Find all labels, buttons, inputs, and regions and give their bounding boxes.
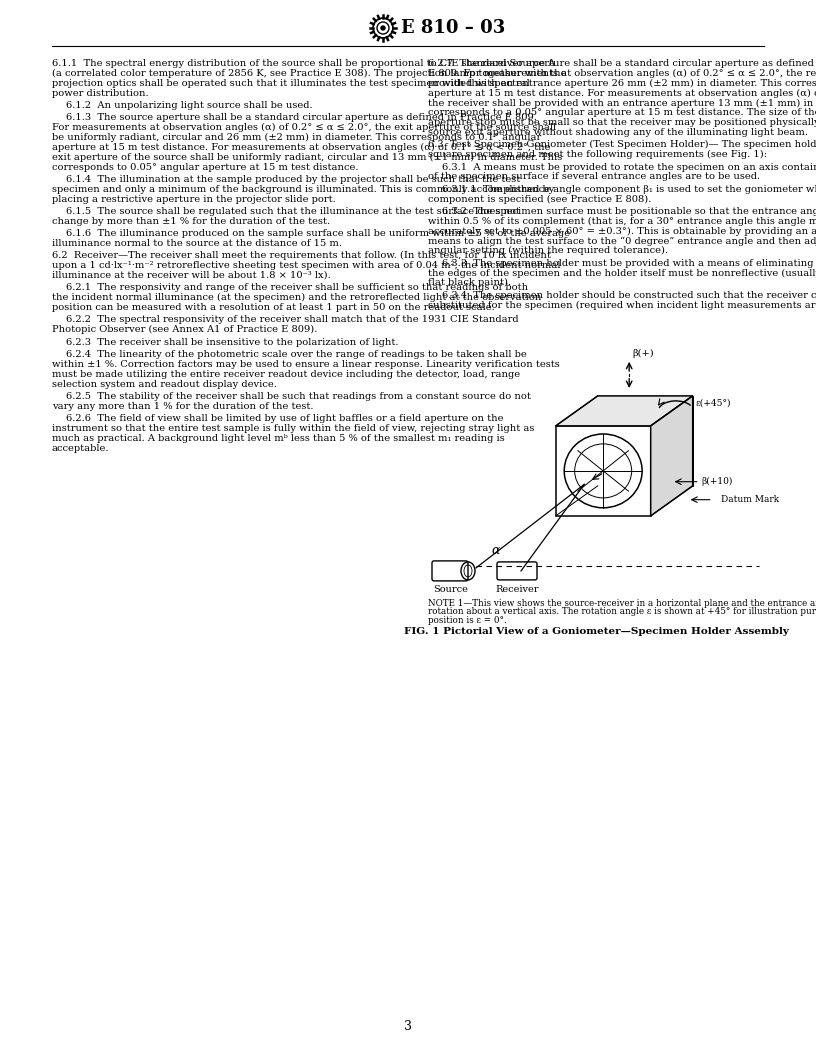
Text: specimen and only a minimum of the background is illuminated. This is commonly a: specimen and only a minimum of the backg…	[52, 185, 554, 193]
Text: 6.3.2  The specimen surface must be positionable so that the entrance angle is a: 6.3.2 The specimen surface must be posit…	[442, 207, 816, 215]
Text: 6.2.6  The field of view shall be limited by use of light baffles or a field ape: 6.2.6 The field of view shall be limited…	[66, 414, 503, 423]
Text: 6.1.2  An unpolarizing light source shall be used.: 6.1.2 An unpolarizing light source shall…	[66, 101, 313, 110]
Text: flat black paint).: flat black paint).	[428, 279, 511, 287]
Text: acceptable.: acceptable.	[52, 444, 109, 453]
Text: rotation about a vertical axis. The rotation angle ε is shown at +45° for illust: rotation about a vertical axis. The rota…	[428, 607, 816, 617]
Text: NOTE 1—This view shows the source-receiver in a horizontal plane and the entranc: NOTE 1—This view shows the source-receiv…	[428, 599, 816, 608]
Text: 6.3.1.1  The entrance angle component β₁ is used to set the goniometer when no s: 6.3.1.1 The entrance angle component β₁ …	[442, 185, 816, 193]
Text: illuminance at the receiver will be about 1.8 × 10⁻³ lx).: illuminance at the receiver will be abou…	[52, 271, 330, 280]
Text: must be made utilizing the entire receiver readout device including the detector: must be made utilizing the entire receiv…	[52, 370, 520, 379]
Text: For measurements at observation angles (α) of 0.2° ≤ α ≤ 2.0°, the exit aperture: For measurements at observation angles (…	[52, 124, 557, 132]
Text: α: α	[492, 545, 500, 558]
Text: 6.3.4  The specimen holder should be constructed such that the receiver can easi: 6.3.4 The specimen holder should be cons…	[442, 290, 816, 300]
Text: 6.2.4  The linearity of the photometric scale over the range of readings to be t: 6.2.4 The linearity of the photometric s…	[66, 350, 527, 359]
Text: the edges of the specimen and the holder itself must be nonreflective (usually p: the edges of the specimen and the holder…	[428, 268, 816, 278]
Text: corresponds to a 0.05° angular aperture at 15 m test distance. The size of the e: corresponds to a 0.05° angular aperture …	[428, 109, 816, 117]
Text: 6.1.1  The spectral energy distribution of the source shall be proportional to C: 6.1.1 The spectral energy distribution o…	[52, 59, 555, 68]
Text: Photopic Observer (see Annex A1 of Practice E 809).: Photopic Observer (see Annex A1 of Pract…	[52, 325, 317, 335]
Text: 6.3.3  The specimen holder must be provided with a means of eliminating reflecti: 6.3.3 The specimen holder must be provid…	[442, 259, 816, 267]
Text: 6.2.5  The stability of the receiver shall be such that readings from a constant: 6.2.5 The stability of the receiver shal…	[66, 392, 531, 401]
FancyBboxPatch shape	[432, 561, 468, 581]
Text: selection system and readout display device.: selection system and readout display dev…	[52, 379, 277, 389]
Text: Source: Source	[433, 585, 468, 593]
Text: component is specified (see Practice E 808).: component is specified (see Practice E 8…	[428, 194, 651, 204]
Text: aperture stop must be small so that the receiver may be positioned physically cl: aperture stop must be small so that the …	[428, 118, 816, 127]
Text: within ±1 %. Correction factors may be used to ensure a linear response. Lineari: within ±1 %. Correction factors may be u…	[52, 360, 560, 369]
Text: means to align the test surface to the “0 degree” entrance angle and then adjust: means to align the test surface to the “…	[428, 237, 816, 246]
Text: FIG. 1 Pictorial View of a Goniometer—Specimen Holder Assembly: FIG. 1 Pictorial View of a Goniometer—Sp…	[404, 627, 788, 637]
Text: illuminance normal to the source at the distance of 15 m.: illuminance normal to the source at the …	[52, 239, 342, 248]
Text: projection optics shall be operated such that it illuminates the test specimen w: projection optics shall be operated such…	[52, 79, 530, 88]
Text: angular setting (within the required tolerance).: angular setting (within the required tol…	[428, 246, 668, 256]
Text: 3: 3	[404, 1019, 412, 1033]
Text: 6.2.3  The receiver shall be insensitive to the polarization of light.: 6.2.3 The receiver shall be insensitive …	[66, 338, 398, 346]
Text: provided with an entrance aperture 26 mm (±2 mm) in diameter. This corresponds t: provided with an entrance aperture 26 mm…	[428, 79, 816, 88]
Text: β(+10): β(+10)	[702, 477, 733, 486]
Text: 6.3.1  A means must be provided to rotate the specimen on an axis contained in t: 6.3.1 A means must be provided to rotate…	[442, 163, 816, 171]
Text: 6.2.1  The responsivity and range of the receiver shall be sufficient so that re: 6.2.1 The responsivity and range of the …	[66, 283, 528, 293]
Circle shape	[381, 26, 385, 30]
Text: the incident normal illuminance (at the specimen) and the retroreflected light a: the incident normal illuminance (at the …	[52, 294, 541, 302]
Text: exit aperture of the source shall be uniformly radiant, circular and 13 mm (±1 m: exit aperture of the source shall be uni…	[52, 153, 562, 162]
Text: 6.1.4  The illumination at the sample produced by the projector shall be such th: 6.1.4 The illumination at the sample pro…	[66, 175, 521, 184]
Text: 6.2  Receiver—The receiver shall meet the requirements that follow. (In this tes: 6.2 Receiver—The receiver shall meet the…	[52, 251, 551, 261]
Text: E 810 – 03: E 810 – 03	[401, 19, 505, 37]
Text: 6.1.3  The source aperture shall be a standard circular aperture as defined in P: 6.1.3 The source aperture shall be a sta…	[66, 113, 537, 122]
Text: corresponds to 0.05° angular aperture at 15 m test distance.: corresponds to 0.05° angular aperture at…	[52, 163, 358, 171]
Text: β(+): β(+)	[632, 348, 654, 358]
Text: accurately set to ±0.005 × 60° = ±0.3°). This is obtainable by providing an accu: accurately set to ±0.005 × 60° = ±0.3°).…	[428, 227, 816, 235]
Text: ε(+45°): ε(+45°)	[696, 398, 731, 408]
Text: (a correlated color temperature of 2856 K, see Practice E 308). The projection l: (a correlated color temperature of 2856 …	[52, 69, 566, 78]
Text: 6.1.6  The illuminance produced on the sample surface shall be uniform within ±5: 6.1.6 The illuminance produced on the sa…	[66, 229, 570, 238]
Polygon shape	[556, 396, 693, 426]
Text: 6.2.7  The receiver aperture shall be a standard circular aperture as defined in: 6.2.7 The receiver aperture shall be a s…	[428, 59, 816, 68]
Text: 6.2.2  The spectral responsivity of the receiver shall match that of the 1931 CI: 6.2.2 The spectral responsivity of the r…	[66, 316, 519, 324]
Text: be uniformly radiant, circular and 26 mm (±2 mm) in diameter. This corresponds t: be uniformly radiant, circular and 26 mm…	[52, 133, 541, 143]
Text: substituted for the specimen (required when incident light measurements are take: substituted for the specimen (required w…	[428, 301, 816, 309]
Text: power distribution.: power distribution.	[52, 89, 149, 97]
Text: aperture at 15 m test distance. For measurements at observation angles (α) of 0.: aperture at 15 m test distance. For meas…	[428, 89, 816, 97]
Text: within 0.5 % of its complement (that is, for a 30° entrance angle this angle mus: within 0.5 % of its complement (that is,…	[428, 216, 816, 226]
Text: much as practical. A background light level mᵇ less than 5 % of the smallest m₁ : much as practical. A background light le…	[52, 434, 505, 442]
Text: Receiver: Receiver	[495, 585, 539, 593]
Text: position is ε = 0°.: position is ε = 0°.	[428, 616, 507, 625]
Text: upon a 1 cd·lx⁻¹·m⁻² retroreflective sheeting test specimen with area of 0.04 m²: upon a 1 cd·lx⁻¹·m⁻² retroreflective she…	[52, 261, 561, 270]
Text: 6.3  Test Specimen Goniometer (Test Specimen Holder)— The specimen holder must h: 6.3 Test Specimen Goniometer (Test Speci…	[428, 140, 816, 150]
Text: 6.1.5  The source shall be regulated such that the illuminance at the test surfa: 6.1.5 The source shall be regulated such…	[66, 207, 520, 215]
Polygon shape	[650, 396, 693, 516]
Text: placing a restrictive aperture in the projector slide port.: placing a restrictive aperture in the pr…	[52, 194, 335, 204]
Text: square specimen and meet the following requirements (see Fig. 1):: square specimen and meet the following r…	[428, 150, 767, 159]
Text: of the specimen surface if several entrance angles are to be used.: of the specimen surface if several entra…	[428, 172, 761, 182]
Text: change by more than ±1 % for the duration of the test.: change by more than ±1 % for the duratio…	[52, 216, 330, 226]
Text: Datum Mark: Datum Mark	[721, 495, 778, 504]
FancyBboxPatch shape	[497, 562, 537, 580]
Text: the receiver shall be provided with an entrance aperture 13 mm (±1 mm) in diamet: the receiver shall be provided with an e…	[428, 98, 816, 108]
Text: aperture at 15 m test distance. For measurements at observation angles (α) of 0.: aperture at 15 m test distance. For meas…	[52, 143, 551, 152]
Text: instrument so that the entire test sample is fully within the field of view, rej: instrument so that the entire test sampl…	[52, 423, 534, 433]
Text: E 809. For measurements at observation angles (α) of 0.2° ≤ α ≤ 2.0°, the receiv: E 809. For measurements at observation a…	[428, 69, 816, 78]
Polygon shape	[556, 426, 650, 516]
Text: source exit aperture without shadowing any of the illuminating light beam.: source exit aperture without shadowing a…	[428, 128, 808, 137]
Text: position can be measured with a resolution of at least 1 part in 50 on the reado: position can be measured with a resoluti…	[52, 303, 494, 313]
Text: vary any more than 1 % for the duration of the test.: vary any more than 1 % for the duration …	[52, 401, 313, 411]
